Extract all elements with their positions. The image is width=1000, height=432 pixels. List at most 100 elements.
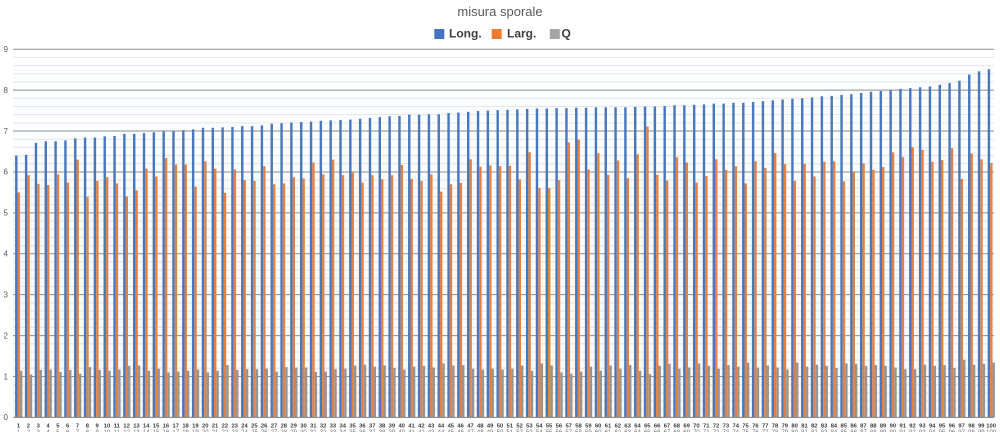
svg-text:20: 20: [202, 430, 209, 432]
svg-text:50: 50: [497, 424, 503, 430]
svg-text:67: 67: [664, 430, 671, 432]
svg-text:68: 68: [674, 424, 681, 430]
svg-text:34: 34: [339, 430, 346, 432]
svg-text:94: 94: [929, 430, 936, 432]
svg-text:96: 96: [949, 424, 956, 430]
svg-text:7: 7: [4, 127, 9, 136]
svg-text:77: 77: [762, 430, 769, 432]
svg-text:69: 69: [683, 424, 690, 430]
svg-text:27: 27: [271, 424, 277, 430]
svg-text:54: 54: [536, 424, 543, 430]
svg-text:87: 87: [860, 430, 867, 432]
svg-text:15: 15: [153, 424, 160, 430]
svg-text:70: 70: [693, 430, 700, 432]
svg-text:5: 5: [56, 430, 60, 432]
svg-text:42: 42: [418, 430, 425, 432]
svg-text:76: 76: [752, 430, 759, 432]
svg-text:1: 1: [17, 430, 21, 432]
svg-text:83: 83: [821, 424, 828, 430]
svg-text:68: 68: [673, 430, 680, 432]
svg-text:39: 39: [389, 430, 396, 432]
svg-text:81: 81: [801, 424, 808, 430]
svg-text:28: 28: [281, 424, 288, 430]
svg-text:2: 2: [4, 331, 9, 340]
svg-text:98: 98: [968, 424, 975, 430]
svg-text:65: 65: [644, 430, 651, 432]
svg-text:34: 34: [340, 424, 347, 430]
svg-text:29: 29: [290, 430, 297, 432]
svg-text:60: 60: [595, 424, 601, 430]
svg-text:82: 82: [811, 430, 818, 432]
svg-text:70: 70: [693, 424, 699, 430]
svg-text:5: 5: [4, 209, 9, 218]
svg-text:53: 53: [526, 424, 533, 430]
svg-text:2: 2: [27, 430, 31, 432]
svg-text:55: 55: [546, 424, 553, 430]
svg-text:75: 75: [742, 424, 749, 430]
svg-text:63: 63: [624, 424, 631, 430]
svg-text:57: 57: [565, 424, 571, 430]
svg-text:36: 36: [359, 430, 366, 432]
svg-text:19: 19: [192, 424, 199, 430]
svg-text:4: 4: [46, 430, 50, 432]
svg-text:65: 65: [644, 424, 651, 430]
svg-text:56: 56: [556, 424, 563, 430]
svg-text:84: 84: [831, 424, 838, 430]
svg-text:97: 97: [958, 424, 964, 430]
svg-text:16: 16: [163, 424, 170, 430]
svg-text:52: 52: [516, 424, 522, 430]
svg-text:67: 67: [664, 424, 670, 430]
svg-text:57: 57: [565, 430, 572, 432]
svg-text:62: 62: [614, 430, 621, 432]
svg-text:10: 10: [104, 430, 111, 432]
svg-text:61: 61: [605, 430, 612, 432]
svg-text:59: 59: [585, 424, 592, 430]
svg-text:89: 89: [880, 430, 887, 432]
svg-text:95: 95: [939, 424, 946, 430]
svg-text:48: 48: [477, 430, 484, 432]
svg-text:62: 62: [615, 424, 621, 430]
svg-text:5: 5: [56, 424, 60, 430]
svg-text:81: 81: [801, 430, 808, 432]
svg-text:74: 74: [732, 424, 739, 430]
svg-text:80: 80: [791, 430, 798, 432]
svg-text:94: 94: [929, 424, 936, 430]
svg-text:61: 61: [605, 424, 612, 430]
svg-text:87: 87: [860, 424, 866, 430]
svg-text:Q: Q: [562, 27, 571, 41]
svg-text:36: 36: [359, 424, 366, 430]
svg-text:85: 85: [840, 430, 847, 432]
svg-text:8: 8: [86, 430, 90, 432]
svg-text:88: 88: [870, 424, 877, 430]
svg-text:100: 100: [986, 430, 997, 432]
svg-text:misura sporale: misura sporale: [457, 4, 542, 19]
svg-text:16: 16: [163, 430, 170, 432]
svg-text:48: 48: [477, 424, 484, 430]
svg-text:45: 45: [447, 430, 454, 432]
svg-text:99: 99: [978, 424, 985, 430]
svg-text:43: 43: [428, 424, 435, 430]
svg-text:60: 60: [595, 430, 602, 432]
svg-text:79: 79: [781, 430, 788, 432]
svg-text:54: 54: [536, 430, 543, 432]
svg-text:30: 30: [300, 430, 307, 432]
svg-text:46: 46: [457, 424, 464, 430]
svg-text:46: 46: [457, 430, 464, 432]
svg-text:3: 3: [37, 430, 41, 432]
svg-text:41: 41: [408, 430, 415, 432]
svg-text:24: 24: [241, 424, 248, 430]
svg-text:55: 55: [546, 430, 553, 432]
svg-text:78: 78: [772, 430, 779, 432]
svg-text:64: 64: [634, 424, 641, 430]
svg-text:9: 9: [95, 430, 99, 432]
svg-text:80: 80: [791, 424, 797, 430]
svg-text:9: 9: [96, 424, 100, 430]
svg-text:56: 56: [556, 430, 563, 432]
svg-text:58: 58: [575, 430, 582, 432]
svg-text:23: 23: [231, 424, 238, 430]
svg-text:11: 11: [114, 424, 121, 430]
svg-text:91: 91: [899, 430, 906, 432]
svg-text:73: 73: [723, 424, 730, 430]
svg-text:40: 40: [398, 430, 405, 432]
svg-text:14: 14: [143, 424, 150, 430]
